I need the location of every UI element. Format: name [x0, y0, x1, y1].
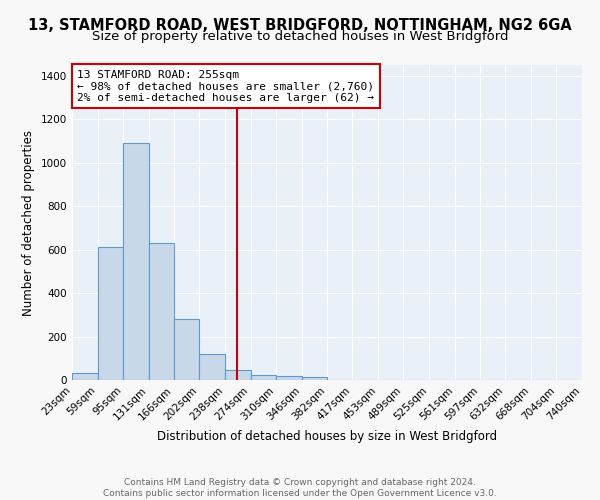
Text: Contains HM Land Registry data © Crown copyright and database right 2024.
Contai: Contains HM Land Registry data © Crown c… [103, 478, 497, 498]
Bar [302, 378, 328, 380]
Bar [174, 319, 199, 380]
Text: 13, STAMFORD ROAD, WEST BRIDGFORD, NOTTINGHAM, NG2 6GA: 13, STAMFORD ROAD, WEST BRIDGFORD, NOTTI… [28, 18, 572, 32]
Y-axis label: Number of detached properties: Number of detached properties [22, 130, 35, 316]
Bar [72, 374, 98, 380]
Bar [149, 243, 174, 380]
Bar [98, 248, 123, 380]
Bar [276, 376, 302, 380]
Bar [123, 143, 149, 380]
Bar [251, 374, 276, 380]
Bar [225, 370, 251, 380]
X-axis label: Distribution of detached houses by size in West Bridgford: Distribution of detached houses by size … [157, 430, 497, 443]
Text: Size of property relative to detached houses in West Bridgford: Size of property relative to detached ho… [92, 30, 508, 43]
Bar [199, 354, 225, 380]
Text: 13 STAMFORD ROAD: 255sqm
← 98% of detached houses are smaller (2,760)
2% of semi: 13 STAMFORD ROAD: 255sqm ← 98% of detach… [77, 70, 374, 103]
